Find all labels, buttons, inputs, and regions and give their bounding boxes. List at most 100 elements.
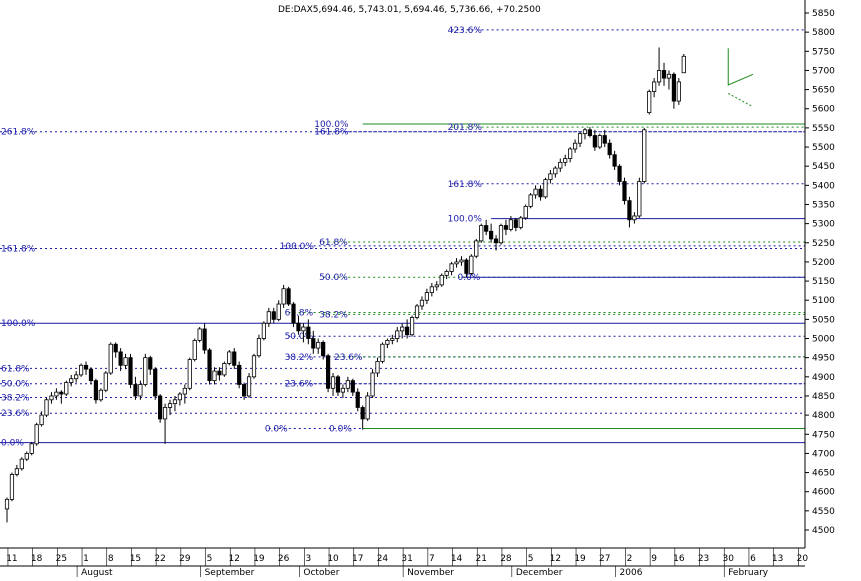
fib-label: 23.6% <box>334 353 363 363</box>
candle <box>479 223 484 243</box>
fib-label: 50.0% <box>285 332 314 342</box>
fib-label: 61.8% <box>285 308 314 318</box>
candle-body <box>681 55 686 74</box>
candle-body <box>474 240 479 257</box>
candle <box>202 323 207 354</box>
candle <box>449 261 454 276</box>
candle-body <box>138 384 143 397</box>
fib-label: 100.0% <box>448 215 483 225</box>
candle <box>291 302 296 328</box>
candle-body <box>172 399 178 405</box>
candle <box>656 47 662 86</box>
candle <box>489 223 494 243</box>
fib-label: 161.8% <box>448 180 483 190</box>
candle <box>98 388 103 402</box>
candle-body <box>449 263 454 272</box>
candle <box>558 158 563 172</box>
candle-body <box>4 498 10 510</box>
candle-body <box>360 407 365 420</box>
candle-body <box>158 395 163 420</box>
candle <box>59 390 64 404</box>
candle-body <box>242 384 247 397</box>
y-tick-label: 5700 <box>812 66 835 76</box>
candle <box>577 131 583 148</box>
candle-body <box>370 372 375 397</box>
candle-body <box>419 299 425 307</box>
candle-body <box>261 322 266 339</box>
candle-body <box>563 158 568 163</box>
candle-body <box>34 424 39 445</box>
candle-body <box>128 357 133 385</box>
candle <box>533 185 538 199</box>
candle-body <box>143 357 148 385</box>
candle-body <box>607 142 612 156</box>
y-tick-label: 5150 <box>812 277 835 287</box>
y-tick-label: 5300 <box>812 220 835 230</box>
candle <box>380 342 385 364</box>
candle <box>242 382 247 400</box>
x-tick-label: 2 <box>627 554 633 564</box>
candle-body <box>508 219 513 230</box>
candle-body <box>424 292 430 301</box>
candle-body <box>281 288 286 305</box>
x-tick-label: 14 <box>451 554 463 564</box>
candle-body <box>29 443 34 454</box>
candle-body <box>479 225 484 242</box>
candle-body <box>222 363 227 376</box>
candle <box>64 380 69 396</box>
candle <box>375 357 380 377</box>
candle <box>518 215 523 230</box>
candle <box>192 338 197 362</box>
candle-body <box>523 205 528 219</box>
candle <box>207 348 212 385</box>
candle <box>400 323 405 339</box>
candle <box>74 371 79 383</box>
candle-body <box>503 225 509 230</box>
candle <box>464 258 469 278</box>
candle-body <box>321 341 326 357</box>
candle-body <box>652 81 657 92</box>
candle-body <box>202 328 207 351</box>
y-tick-label: 5550 <box>812 124 835 134</box>
candle-body <box>24 453 29 460</box>
fib-label: 23.6% <box>1 409 30 419</box>
y-tick-label: 4550 <box>812 507 835 517</box>
candle <box>321 340 326 360</box>
candle-body <box>54 391 59 397</box>
candle <box>543 177 548 199</box>
x-tick-label: 8 <box>108 554 114 564</box>
y-tick-label: 5800 <box>812 28 835 38</box>
candle-body <box>395 330 400 339</box>
fib-label: 38.2% <box>319 310 348 320</box>
candle-body <box>439 274 444 286</box>
candle <box>281 284 286 308</box>
x-tick-label: 5 <box>207 554 213 564</box>
candle <box>390 334 395 345</box>
candle-body <box>568 148 573 159</box>
x-month-label: 2006 <box>620 568 643 577</box>
candle <box>113 342 118 358</box>
candle <box>617 164 622 186</box>
candle <box>187 357 192 391</box>
candle-body <box>429 286 434 293</box>
candle-body <box>64 382 69 395</box>
candle-body <box>577 133 583 144</box>
candle <box>661 62 667 86</box>
candle <box>405 319 410 339</box>
fib-label: 38.2% <box>1 393 30 403</box>
candle-body <box>217 370 222 376</box>
x-tick-label: 12 <box>550 554 561 564</box>
candle-body <box>464 259 469 274</box>
y-tick-label: 4900 <box>812 373 835 383</box>
y-tick-label: 4600 <box>812 488 835 498</box>
x-month-label: September <box>205 568 255 577</box>
fib-label: 100.0% <box>314 120 349 130</box>
candle <box>316 338 321 354</box>
candle <box>330 372 336 396</box>
candle-body <box>671 73 677 102</box>
candle-body <box>518 217 523 228</box>
candle-body <box>390 338 395 341</box>
candle-body <box>325 355 331 389</box>
